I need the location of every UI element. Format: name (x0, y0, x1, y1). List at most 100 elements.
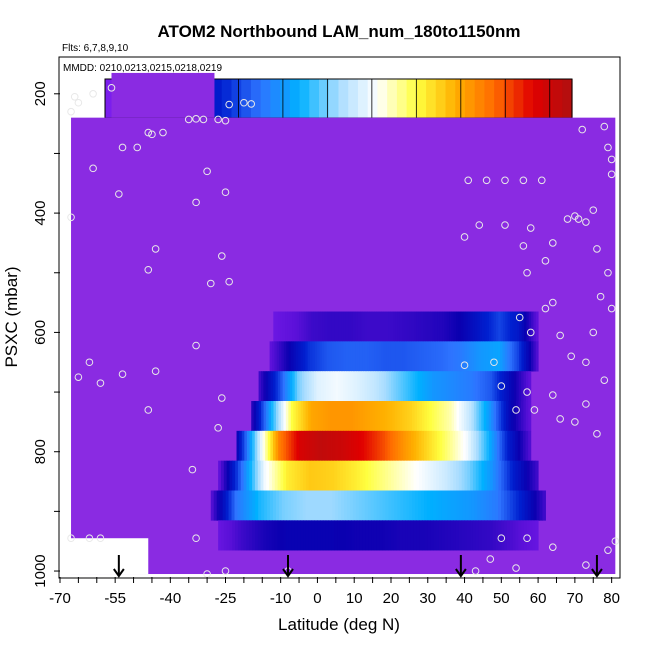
heatmap-cell (386, 371, 390, 402)
heatmap-cell (270, 371, 274, 402)
heatmap-cell (278, 490, 283, 521)
heatmap-cell (222, 490, 227, 521)
sample-point (218, 394, 226, 402)
x-tick-label: 30 (419, 590, 436, 607)
heatmap-cell (525, 371, 529, 402)
sample-point (604, 268, 612, 277)
heatmap-cell (369, 341, 373, 372)
heatmap-cell (408, 430, 412, 461)
heatmap-cell (354, 520, 358, 551)
colorbar-segment (416, 79, 427, 118)
sample-point (486, 555, 495, 563)
heatmap-cell (357, 341, 361, 372)
heatmap-cell (535, 341, 539, 372)
heatmap-cell (449, 311, 452, 342)
colorbar-segment (542, 79, 554, 118)
heatmap-cell (313, 401, 317, 432)
heatmap-cell (407, 371, 411, 402)
heatmap-cell (412, 341, 416, 372)
heatmap-cell (213, 490, 218, 521)
heatmap-cell (297, 371, 301, 402)
sample-point (482, 176, 491, 185)
heatmap-cell (511, 371, 515, 402)
heatmap-cell (431, 371, 435, 402)
heatmap-cell (379, 490, 384, 521)
heatmap-cell (397, 341, 401, 372)
heatmap-cell (452, 341, 456, 372)
heatmap-cells (210, 311, 546, 551)
sample-point (151, 367, 160, 375)
heatmap-cell (514, 311, 518, 342)
heatmap-cell (282, 311, 286, 342)
heatmap-cell (220, 520, 225, 551)
heatmap-cell (210, 490, 215, 521)
heatmap-cell (272, 430, 277, 461)
heatmap-cell (513, 401, 517, 432)
heatmap-cell (437, 430, 441, 461)
heatmap-cell (329, 341, 332, 372)
heatmap-cell (331, 460, 335, 491)
heatmap-cell (385, 311, 389, 342)
heatmap-cell (460, 311, 464, 342)
heatmap-cell (388, 490, 392, 521)
heatmap-cell (486, 430, 490, 461)
heatmap-cell (241, 430, 245, 461)
heatmap-cell (376, 311, 380, 342)
heatmap-cell (261, 401, 265, 432)
heatmap-cell (229, 460, 233, 491)
heatmap-cell (376, 520, 381, 551)
heatmap-cell (313, 371, 317, 402)
heatmap-cell (431, 341, 435, 372)
heatmap-cell (291, 520, 296, 551)
heatmap-cell (416, 311, 420, 342)
heatmap-cell (458, 460, 463, 491)
heatmap-cell (470, 460, 474, 491)
colorbar-segment (299, 79, 310, 118)
heatmap-cell (447, 490, 452, 521)
heatmap-cell (395, 341, 399, 372)
heatmap-cell (373, 520, 378, 551)
x-tick-label: 60 (530, 590, 547, 607)
heatmap-cell (379, 430, 383, 461)
heatmap-cell (297, 460, 301, 491)
sample-point (89, 89, 97, 98)
sample-points (67, 84, 619, 577)
heatmap-cell (343, 341, 347, 372)
heatmap-cell (337, 460, 341, 491)
heatmap-cell (388, 341, 392, 372)
sample-point (107, 84, 116, 92)
heatmap-cell (399, 520, 403, 551)
heatmap-cell (394, 490, 398, 521)
heatmap-cell (426, 490, 431, 521)
heatmap-cell (436, 460, 440, 491)
heatmap-cell (410, 371, 414, 402)
heatmap-cell (438, 460, 443, 491)
heatmap-cell (478, 401, 482, 432)
sample-point (611, 537, 619, 546)
heatmap-cell (394, 401, 398, 432)
heatmap-cell (305, 460, 310, 491)
heatmap-cell (347, 490, 351, 521)
heatmap-cell (283, 401, 287, 432)
sample-point (589, 328, 598, 337)
colorbar-segment (484, 79, 495, 118)
heatmap-cell (271, 460, 276, 491)
heatmap-cell (359, 341, 363, 372)
sample-point (74, 373, 83, 381)
heatmap-cell (274, 520, 279, 551)
heatmap-cell (343, 430, 347, 461)
heatmap-cell (484, 520, 488, 551)
heatmap-cell (476, 341, 480, 372)
heatmap-cell (489, 520, 494, 551)
heatmap-cell (325, 460, 330, 491)
heatmap-cell (431, 401, 435, 432)
heatmap-cell (311, 490, 315, 521)
heatmap-cell (467, 460, 471, 491)
x-axis: -70 -55 -40 -25 -10 0 10 20 30 40 50 60 70 80 (49, 577, 620, 607)
heatmap-cell (436, 520, 440, 551)
heatmap-cell (379, 460, 383, 491)
heatmap-cell (384, 430, 389, 461)
heatmap-cell (359, 371, 363, 402)
heatmap-cell (373, 460, 378, 491)
